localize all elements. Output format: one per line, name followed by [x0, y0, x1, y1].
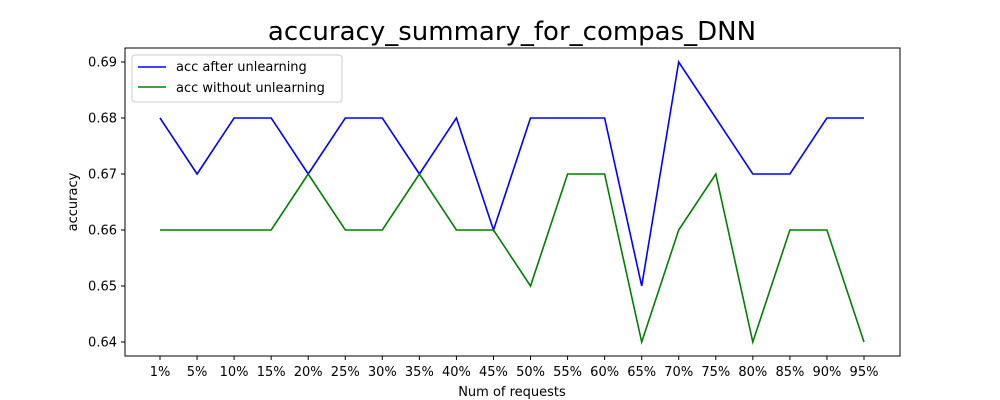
x-tick-label: 1% [150, 365, 171, 380]
x-tick-label: 20% [294, 365, 323, 380]
x-tick-label: 60% [590, 365, 619, 380]
legend-box [131, 54, 343, 103]
x-tick-label: 40% [442, 365, 471, 380]
axes-layer: 1% 5% 10% 15% 20% 25% 30% 35% 40% 45% 50% 55% 60% 65%… [88, 56, 878, 381]
y-tick-label: 0.65 [88, 280, 117, 295]
legend-label-acc-after-unlearning: acc after unlearning [176, 60, 307, 75]
x-tick-label: 10% [220, 365, 249, 380]
y-tick-label: 0.64 [88, 336, 117, 351]
x-tick-label: 70% [664, 365, 693, 380]
x-axis-label: Num of requests [458, 385, 566, 400]
x-tick-label: 90% [812, 365, 841, 380]
x-tick-label: 35% [405, 365, 434, 380]
y-tick-label: 0.66 [88, 224, 117, 239]
legend: acc after unlearning acc without unlearn… [131, 54, 343, 103]
series-line-acc-without-unlearning [160, 171, 865, 346]
x-tick-label: 80% [738, 365, 767, 380]
y-tick-label: 0.68 [88, 112, 117, 127]
x-tick-label: 30% [368, 365, 397, 380]
x-tick-label: 65% [627, 365, 656, 380]
x-tick-label: 45% [479, 365, 508, 380]
x-tick-label: 50% [516, 365, 545, 380]
x-tick-label: 25% [331, 365, 360, 380]
x-tick-label: 85% [775, 365, 804, 380]
x-tick-label: 5% [187, 365, 208, 380]
legend-label-acc-without-unlearning: acc without unlearning [176, 81, 325, 96]
x-tick-label: 55% [553, 365, 582, 380]
y-tick-label: 0.69 [88, 56, 117, 71]
x-tick-label: 95% [850, 365, 879, 380]
plot-frame [124, 47, 901, 357]
series-line-acc-after-unlearning [159, 59, 864, 287]
x-tick-label: 15% [257, 365, 286, 380]
x-tick-label: 75% [701, 365, 730, 380]
series-layer [159, 59, 865, 346]
y-tick-label: 0.67 [88, 168, 117, 183]
y-axis-label: accuracy [66, 172, 81, 231]
chart-title: accuracy_summary_for_compas_DNN [268, 17, 756, 47]
